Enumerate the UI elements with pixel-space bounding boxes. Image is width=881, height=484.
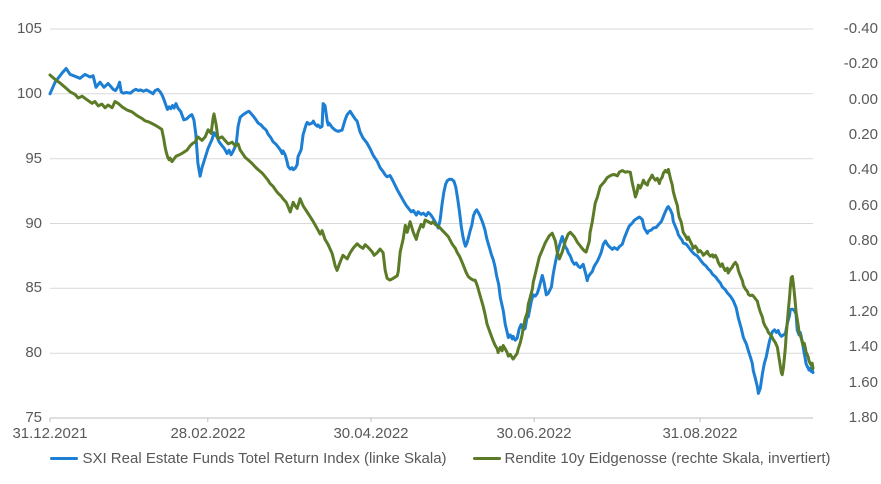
y-axis-label-left: 80 (25, 344, 42, 361)
x-axis-label: 30.04.2022 (333, 425, 409, 442)
x-axis-label: 31.12.2021 (12, 425, 88, 442)
y-axis-label-left: 100 (16, 85, 42, 102)
y-axis-label-right: 0.60 (848, 197, 878, 214)
legend: SXI Real Estate Funds Totel Return Index… (0, 450, 881, 467)
y-axis-label-right: -0.40 (843, 20, 878, 37)
y-axis-label-left: 105 (16, 20, 42, 37)
x-axis-label: 28.02.2022 (170, 425, 246, 442)
series-line-1 (48, 73, 815, 377)
legend-label-rendite-10y: Rendite 10y Eidgenosse (rechte Skala, in… (504, 450, 831, 467)
y-axis-label-right: 0.20 (848, 126, 878, 143)
legend-item-rendite-10y: Rendite 10y Eidgenosse (rechte Skala, in… (472, 450, 831, 467)
y-axis-label-left: 95 (25, 150, 42, 167)
y-axis-label-left: 85 (25, 279, 42, 296)
y-axis-label-left: 75 (25, 409, 42, 426)
x-axis-label: 30.06.2022 (496, 425, 572, 442)
legend-item-sxi-index: SXI Real Estate Funds Totel Return Index… (50, 450, 447, 467)
y-axis-label-right: 1.80 (848, 409, 878, 426)
y-axis-label-right: 1.40 (848, 338, 878, 355)
y-axis-label-right: 0.40 (848, 161, 878, 178)
legend-marker-rendite-10y (472, 456, 501, 461)
y-axis-label-right: 0.00 (848, 91, 878, 108)
y-axis-label-right: -0.20 (843, 55, 878, 72)
y-axis-label-left: 90 (25, 215, 42, 232)
x-axis-label: 31.08.2022 (662, 425, 738, 442)
legend-marker-sxi-index (50, 456, 79, 461)
y-axis-label-right: 1.60 (848, 374, 878, 391)
y-axis-label-right: 1.20 (848, 303, 878, 320)
legend-label-sxi-index: SXI Real Estate Funds Totel Return Index… (82, 450, 447, 467)
y-axis-label-right: 1.00 (848, 268, 878, 285)
series-line-0 (48, 67, 815, 395)
y-axis-label-right: 0.80 (848, 232, 878, 249)
